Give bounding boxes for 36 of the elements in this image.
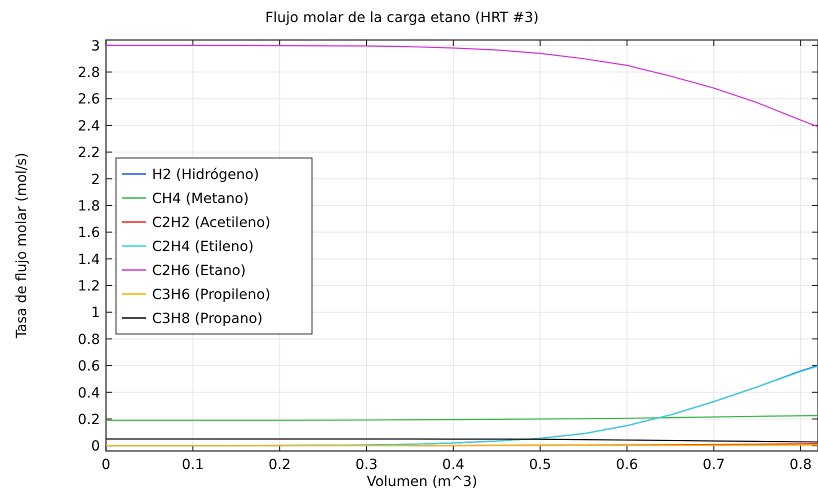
x-tick-label: 0 <box>102 457 110 473</box>
y-tick-label: 1.4 <box>78 252 100 268</box>
x-tick-label: 0.3 <box>355 457 378 473</box>
x-tick-label: 0.8 <box>790 457 812 473</box>
y-tick-label: 0.4 <box>78 385 100 402</box>
legend-label: C3H6 (Propileno) <box>152 287 270 303</box>
y-tick-label: 0.2 <box>78 412 100 428</box>
legend-label: C3H8 (Propano) <box>152 311 263 327</box>
x-tick-label: 0.4 <box>442 457 465 473</box>
y-tick-label: 2 <box>91 172 100 188</box>
y-tick-label: 1.6 <box>78 225 100 242</box>
y-tick-label: 3 <box>91 38 100 54</box>
y-tick-label: 1.2 <box>78 278 100 295</box>
chart-title: Flujo molar de la carga etano (HRT #3) <box>265 10 539 26</box>
y-tick-label: 0.6 <box>78 358 100 375</box>
legend-label: C2H2 (Acetileno) <box>152 215 270 231</box>
legend-label: CH4 (Metano) <box>152 191 249 207</box>
legend-label: H2 (Hidrógeno) <box>152 167 260 183</box>
legend-label: C2H4 (Etileno) <box>152 239 254 255</box>
y-axis-title: Tasa de flujo molar (mol/s) <box>14 152 30 340</box>
line-series <box>105 44 818 128</box>
y-tick-label: 0.8 <box>78 332 100 348</box>
x-tick-label: 0.1 <box>182 457 204 473</box>
x-tick-label: 0.2 <box>268 457 291 473</box>
x-tick-label: 0.5 <box>529 457 552 473</box>
y-tick-label: 0 <box>91 438 100 455</box>
x-tick-label: 0.6 <box>616 457 638 473</box>
x-axis-title: Volumen (m^3) <box>366 474 478 490</box>
x-tick-label: 0.7 <box>702 457 725 473</box>
y-tick-label: 1.8 <box>78 198 100 214</box>
y-tick-label: 2.6 <box>78 92 100 108</box>
y-tick-label: 2.2 <box>78 145 100 162</box>
y-tick-label: 1 <box>91 305 100 322</box>
y-tick-label: 2.4 <box>78 118 100 134</box>
legend-label: C2H6 (Etano) <box>152 263 246 279</box>
y-tick-label: 2.8 <box>78 65 100 82</box>
